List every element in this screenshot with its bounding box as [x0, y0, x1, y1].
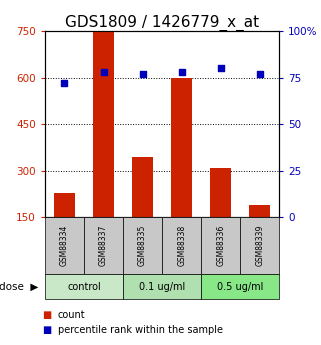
Bar [240, 217, 279, 274]
Text: 0.1 ug/ml: 0.1 ug/ml [139, 282, 185, 292]
Text: GSM88338: GSM88338 [177, 225, 186, 266]
Text: GSM88339: GSM88339 [255, 225, 264, 266]
Point [179, 69, 184, 75]
Bar [54, 193, 75, 217]
Bar [210, 168, 231, 217]
Bar [123, 217, 162, 274]
Bar [93, 31, 114, 217]
Text: percentile rank within the sample: percentile rank within the sample [58, 325, 223, 335]
Point [218, 66, 223, 71]
Text: GSM88337: GSM88337 [99, 225, 108, 266]
Bar [123, 274, 201, 299]
Title: GDS1809 / 1426779_x_at: GDS1809 / 1426779_x_at [65, 15, 259, 31]
Text: GSM88334: GSM88334 [60, 225, 69, 266]
Bar [45, 274, 123, 299]
Point [62, 80, 67, 86]
Text: GSM88336: GSM88336 [216, 225, 225, 266]
Point [101, 69, 106, 75]
Bar [84, 217, 123, 274]
Point [140, 71, 145, 77]
Text: ■: ■ [42, 310, 51, 319]
Point [257, 71, 262, 77]
Bar [171, 78, 192, 217]
Text: 0.5 ug/ml: 0.5 ug/ml [217, 282, 264, 292]
Bar [45, 217, 84, 274]
Bar [201, 274, 279, 299]
Text: control: control [67, 282, 101, 292]
Text: GSM88335: GSM88335 [138, 225, 147, 266]
Text: count: count [58, 310, 85, 319]
Bar [132, 157, 153, 217]
Text: dose  ▶: dose ▶ [0, 282, 39, 292]
Bar [162, 217, 201, 274]
Text: ■: ■ [42, 325, 51, 335]
Bar [201, 217, 240, 274]
Bar [249, 205, 271, 217]
